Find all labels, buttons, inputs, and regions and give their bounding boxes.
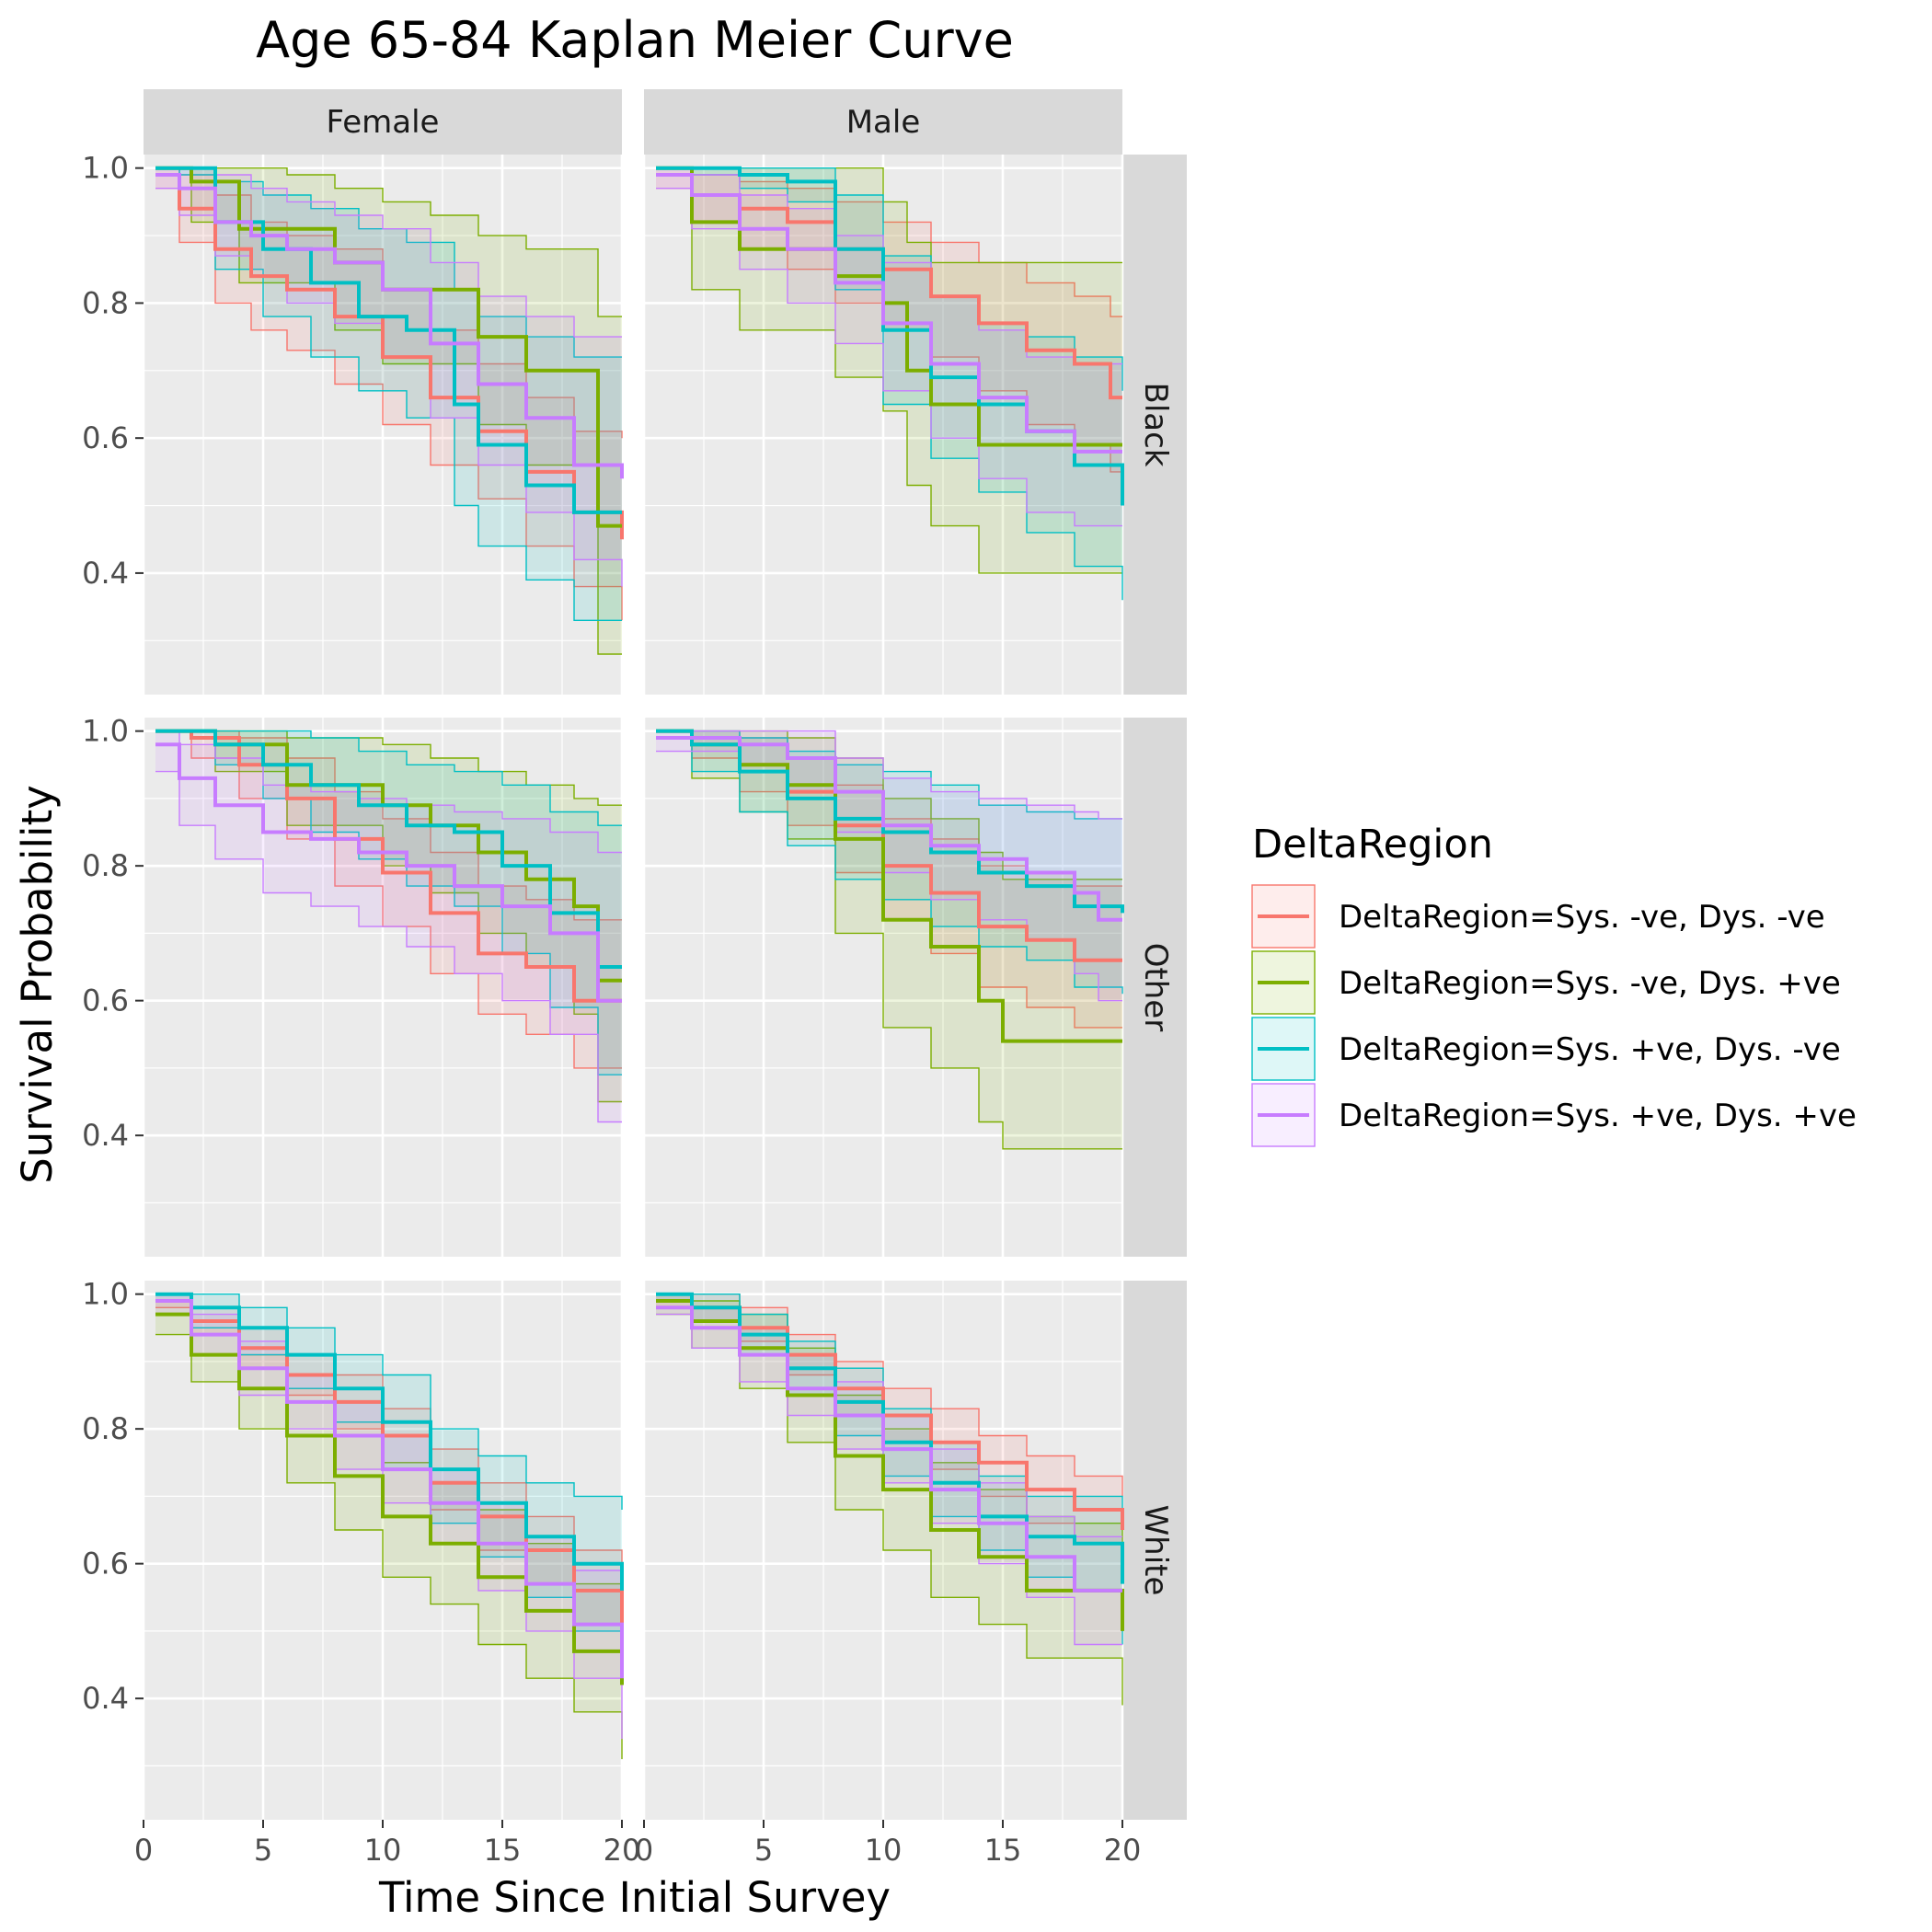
x-tick-label: 15 xyxy=(484,1833,522,1868)
panel-white-male xyxy=(642,1281,1124,1820)
y-tick-label: 0.4 xyxy=(82,556,129,591)
lower-bound-line xyxy=(656,167,1122,574)
x-tick-label: 5 xyxy=(254,1833,272,1868)
facet-label-male: Male xyxy=(846,104,921,141)
upper-bound-line xyxy=(155,730,622,826)
legend-label: DeltaRegion=Sys. +ve, Dys. +ve xyxy=(1339,1098,1857,1134)
x-tick-label: 10 xyxy=(865,1833,903,1868)
upper-bound-line xyxy=(155,167,622,317)
y-tick-label: 0.6 xyxy=(82,1547,129,1581)
x-tick-label: 0 xyxy=(635,1833,653,1868)
lower-bound-line xyxy=(155,188,623,621)
y-tick-label: 0.8 xyxy=(82,285,129,320)
survival-curve xyxy=(656,173,1122,454)
confidence-band xyxy=(656,167,1122,472)
panel-other-male xyxy=(642,718,1124,1257)
upper-bound-line xyxy=(656,730,1122,820)
panel-white-female xyxy=(142,1281,624,1820)
confidence-band xyxy=(656,1294,1122,1645)
survival-curve xyxy=(155,1292,624,1591)
panel-black-female xyxy=(142,155,624,695)
confidence-band xyxy=(155,1301,622,1760)
survival-curve xyxy=(155,173,624,479)
facet-label-female: Female xyxy=(327,104,440,141)
confidence-band xyxy=(155,730,622,1068)
lower-bound-line xyxy=(155,770,622,1123)
facet-strip-male xyxy=(644,89,1122,155)
facet-label-white: White xyxy=(1137,1505,1174,1596)
x-tick-label: 20 xyxy=(1104,1833,1142,1868)
survival-curve xyxy=(656,729,1124,914)
confidence-band xyxy=(155,167,622,587)
y-tick-label: 0.4 xyxy=(82,1681,129,1716)
chart-title: Age 65-84 Kaplan Meier Curve xyxy=(256,11,1014,69)
legend-title: DeltaRegion xyxy=(1252,822,1493,868)
legend-item: DeltaRegion=Sys. +ve, Dys. +ve xyxy=(1251,1083,1857,1147)
legend-label: DeltaRegion=Sys. -ve, Dys. +ve xyxy=(1339,965,1841,1002)
y-tick-label: 0.6 xyxy=(82,983,129,1018)
x-tick-label: 20 xyxy=(604,1833,641,1868)
survival-curve xyxy=(656,1305,1122,1593)
confidence-band xyxy=(656,730,1122,1149)
legend-item: DeltaRegion=Sys. +ve, Dys. -ve xyxy=(1251,1017,1841,1081)
legend-label: DeltaRegion=Sys. -ve, Dys. -ve xyxy=(1339,899,1825,936)
x-axis-title: Time Since Initial Survey xyxy=(378,1873,891,1922)
x-tick-label: 10 xyxy=(364,1833,402,1868)
facet-strip-black xyxy=(1122,155,1187,695)
upper-bound-line xyxy=(656,1294,1123,1497)
survival-curve xyxy=(155,742,622,1003)
facet-strip-female xyxy=(144,89,622,155)
survival-curve xyxy=(155,1299,624,1679)
y-tick-label: 0.8 xyxy=(82,1411,129,1446)
confidence-band xyxy=(155,730,622,1075)
legend-item: DeltaRegion=Sys. -ve, Dys. +ve xyxy=(1251,950,1841,1015)
y-tick-label: 1.0 xyxy=(82,1277,129,1312)
confidence-band xyxy=(656,167,1122,526)
y-axis-title: Survival Probability xyxy=(13,785,62,1184)
x-tick-label: 15 xyxy=(984,1833,1022,1868)
panel-black-male xyxy=(642,155,1124,695)
facet-panels: Female Male Black Other White 0.4 0.6 0.8 1.0 0.4… xyxy=(82,89,1187,1868)
y-tick-label: 0.8 xyxy=(82,848,129,883)
legend-label: DeltaRegion=Sys. +ve, Dys. -ve xyxy=(1339,1031,1841,1068)
survival-curve xyxy=(656,736,1122,922)
y-tick-label: 0.4 xyxy=(82,1118,129,1153)
confidence-band xyxy=(155,167,622,621)
y-tick-label: 0.6 xyxy=(82,420,129,455)
facet-strip-other xyxy=(1122,718,1187,1257)
x-tick-label: 5 xyxy=(754,1833,773,1868)
panel-other-female xyxy=(142,718,624,1257)
upper-bound-line xyxy=(155,1294,623,1510)
y-tick-label: 1.0 xyxy=(82,714,129,749)
survival-curve xyxy=(155,729,622,1003)
upper-bound-line xyxy=(155,167,622,338)
upper-bound-line xyxy=(656,167,1123,391)
confidence-band xyxy=(656,1294,1122,1570)
lower-bound-line xyxy=(155,1333,623,1760)
facet-label-other: Other xyxy=(1137,943,1174,1032)
confidence-band xyxy=(656,730,1122,1028)
confidence-band xyxy=(155,1294,622,1740)
confidence-band xyxy=(155,167,622,621)
confidence-band xyxy=(656,1294,1122,1706)
upper-bound-line xyxy=(155,730,622,806)
confidence-band xyxy=(155,167,622,654)
facet-strip-white xyxy=(1122,1281,1187,1820)
legend-item: DeltaRegion=Sys. -ve, Dys. -ve xyxy=(1251,884,1825,949)
confidence-band xyxy=(155,730,622,1102)
x-tick-label: 0 xyxy=(134,1833,153,1868)
y-tick-label: 1.0 xyxy=(82,151,129,186)
legend: DeltaRegion DeltaRegion=Sys. -ve, Dys. -… xyxy=(1251,822,1857,1147)
facet-label-black: Black xyxy=(1137,383,1174,467)
